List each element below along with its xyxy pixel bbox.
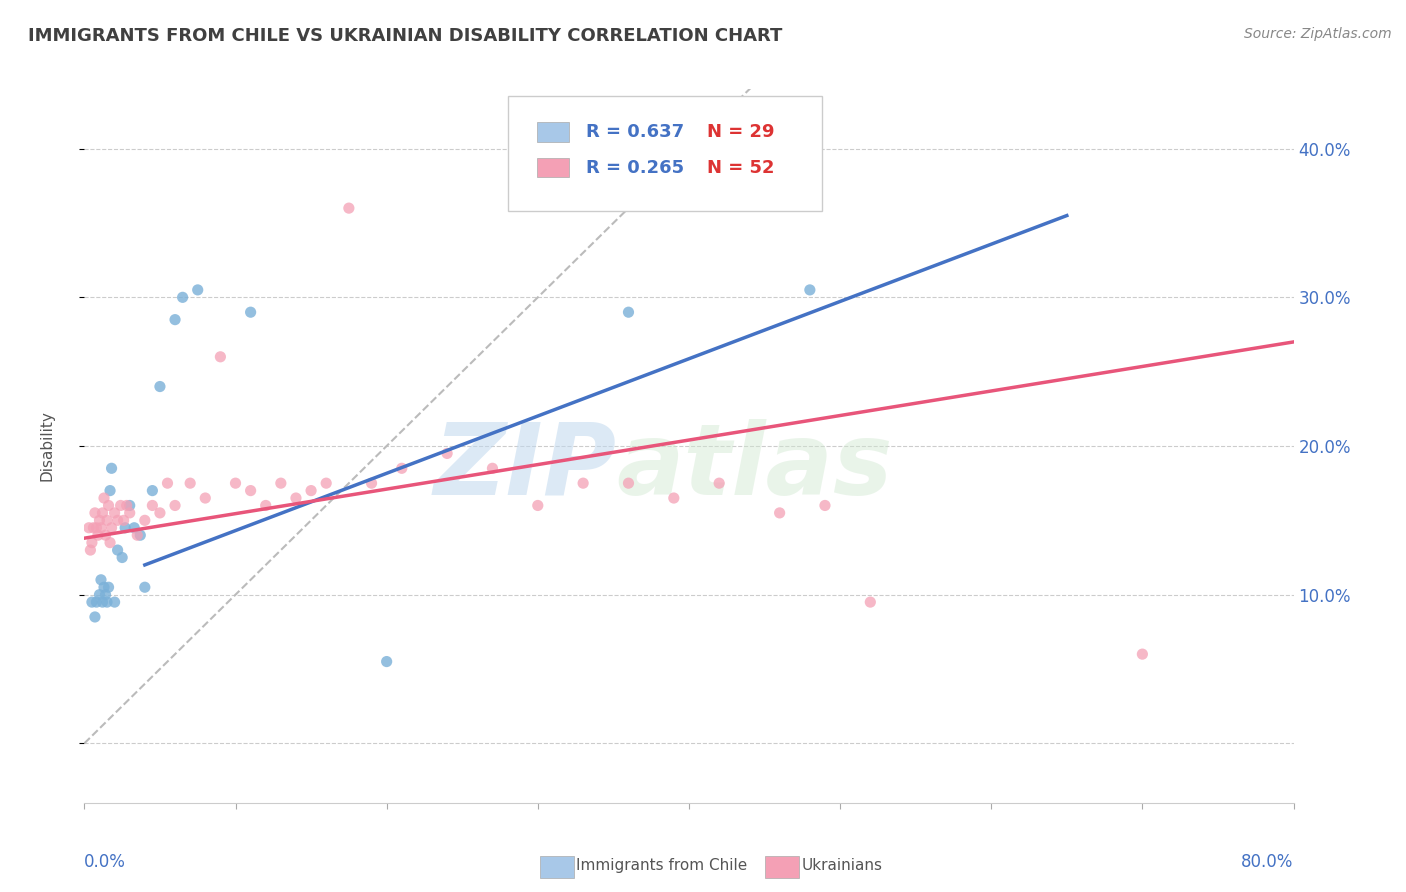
Point — [209, 350, 232, 364]
Point — [112, 513, 135, 527]
Point — [86, 521, 108, 535]
Point — [769, 506, 792, 520]
Point — [86, 595, 108, 609]
Point — [194, 491, 217, 505]
Point — [97, 580, 120, 594]
FancyBboxPatch shape — [537, 158, 569, 178]
Point — [100, 521, 122, 535]
Point — [156, 476, 179, 491]
Text: atlas: atlas — [616, 419, 893, 516]
Point — [104, 595, 127, 609]
Point — [134, 580, 156, 594]
Point — [110, 499, 132, 513]
Point — [337, 201, 360, 215]
Point — [90, 521, 112, 535]
Point — [91, 506, 114, 520]
Point — [111, 550, 134, 565]
Point — [149, 379, 172, 393]
Point — [254, 499, 277, 513]
Point — [122, 521, 145, 535]
Point — [285, 491, 308, 505]
Point — [165, 499, 187, 513]
Point — [98, 483, 121, 498]
Point — [91, 595, 114, 609]
Point — [96, 513, 118, 527]
Point — [89, 513, 111, 527]
Point — [149, 506, 172, 520]
FancyBboxPatch shape — [508, 96, 823, 211]
Point — [107, 513, 129, 527]
Point — [859, 595, 882, 609]
Point — [118, 499, 141, 513]
Point — [87, 528, 110, 542]
Point — [77, 521, 100, 535]
Point — [80, 535, 103, 549]
Text: N = 52: N = 52 — [707, 159, 775, 177]
Point — [436, 446, 458, 460]
Point — [84, 610, 107, 624]
Point — [709, 476, 731, 491]
Point — [315, 476, 337, 491]
Point — [662, 491, 685, 505]
Text: ZIP: ZIP — [433, 419, 616, 516]
Text: 0.0%: 0.0% — [84, 853, 127, 871]
Text: Disability: Disability — [39, 410, 53, 482]
Point — [82, 521, 104, 535]
Point — [391, 461, 413, 475]
Point — [239, 483, 262, 498]
Point — [97, 499, 120, 513]
FancyBboxPatch shape — [537, 122, 569, 142]
Point — [179, 476, 201, 491]
Point — [93, 491, 115, 505]
Point — [115, 499, 138, 513]
Point — [118, 506, 141, 520]
Point — [114, 521, 136, 535]
Point — [80, 595, 103, 609]
Point — [94, 588, 117, 602]
Text: R = 0.637: R = 0.637 — [586, 123, 685, 141]
Point — [141, 499, 163, 513]
Point — [172, 290, 194, 304]
Point — [129, 528, 152, 542]
Point — [98, 535, 121, 549]
Point — [814, 499, 837, 513]
Point — [187, 283, 209, 297]
Point — [104, 506, 127, 520]
Point — [107, 543, 129, 558]
Point — [299, 483, 322, 498]
Point — [1130, 647, 1153, 661]
Point — [225, 476, 247, 491]
Point — [617, 476, 640, 491]
Point — [96, 595, 118, 609]
Point — [127, 528, 149, 542]
Point — [527, 499, 550, 513]
Point — [270, 476, 292, 491]
Point — [799, 283, 821, 297]
Point — [141, 483, 163, 498]
Point — [90, 573, 112, 587]
Point — [617, 305, 640, 319]
Point — [93, 580, 115, 594]
Text: Immigrants from Chile: Immigrants from Chile — [576, 858, 748, 872]
Point — [481, 461, 503, 475]
Point — [94, 528, 117, 542]
Point — [89, 588, 111, 602]
Text: N = 29: N = 29 — [707, 123, 775, 141]
Text: R = 0.265: R = 0.265 — [586, 159, 685, 177]
Point — [100, 461, 122, 475]
Point — [239, 305, 262, 319]
Point — [79, 543, 101, 558]
Text: Source: ZipAtlas.com: Source: ZipAtlas.com — [1244, 27, 1392, 41]
Point — [572, 476, 595, 491]
Point — [360, 476, 382, 491]
Text: 80.0%: 80.0% — [1241, 853, 1294, 871]
Point — [375, 655, 398, 669]
Text: Ukrainians: Ukrainians — [801, 858, 883, 872]
Text: IMMIGRANTS FROM CHILE VS UKRAINIAN DISABILITY CORRELATION CHART: IMMIGRANTS FROM CHILE VS UKRAINIAN DISAB… — [28, 27, 783, 45]
Point — [134, 513, 156, 527]
Point — [84, 506, 107, 520]
Point — [165, 312, 187, 326]
